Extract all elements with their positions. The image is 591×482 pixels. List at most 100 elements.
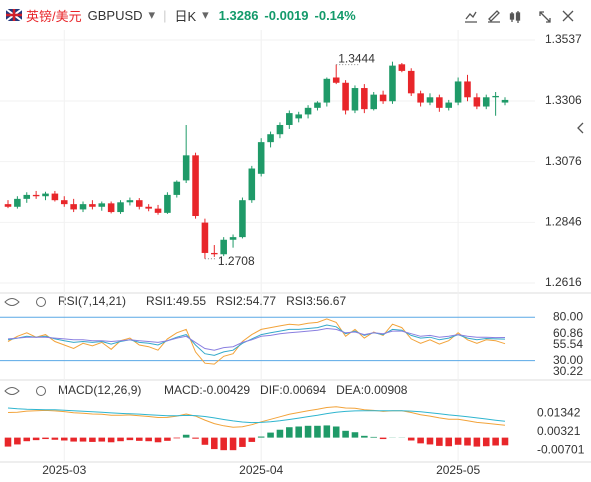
candle-body (145, 206, 152, 209)
macd-bar (192, 437, 199, 439)
candle-body (407, 70, 415, 94)
y-tick-label: 1.2846 (545, 215, 582, 229)
y-tick-label: 1.3537 (545, 32, 582, 46)
candle-body (173, 181, 181, 195)
macd-bar (436, 437, 443, 446)
y-tick-label: 1.2616 (545, 275, 582, 289)
candle-body (248, 168, 256, 201)
candle-body (220, 239, 227, 255)
y-tick-label: 0.01342 (537, 406, 581, 420)
candle-body (182, 155, 190, 181)
y-tick-label: 55.54 (553, 337, 583, 351)
candle-body (201, 222, 209, 253)
candle-body (89, 204, 96, 207)
macd-bar (267, 432, 274, 438)
macd-bar (473, 437, 481, 447)
fullscreen-button[interactable] (538, 10, 552, 24)
macd-bar (351, 432, 359, 438)
legend-label: RSI3:56.67 (286, 294, 346, 308)
candle-body (361, 88, 368, 110)
macd-bar (314, 425, 321, 438)
macd-bar (4, 437, 12, 447)
settings-icon[interactable] (36, 386, 46, 396)
candle-body (276, 124, 284, 135)
macd-bar (248, 437, 256, 442)
symbol-name[interactable]: 英镑/美元 (26, 8, 82, 24)
indicator-line (7, 324, 506, 356)
candle-body (342, 82, 349, 111)
candle-body (42, 193, 49, 197)
draw-button[interactable] (486, 10, 500, 24)
macd-bar (417, 437, 424, 444)
candle-body (454, 81, 462, 103)
candle-body (117, 202, 124, 213)
candle-body (23, 194, 31, 199)
indicator-line (7, 327, 506, 351)
candle-body (267, 134, 274, 143)
macd-bar (51, 437, 59, 440)
candle-style-button[interactable] (509, 10, 523, 24)
macd-bar (501, 437, 509, 446)
candle-body (107, 203, 115, 213)
indicator-line (7, 318, 506, 365)
candle-body (473, 97, 481, 107)
macd-bar (361, 435, 368, 438)
candle-body (314, 102, 321, 108)
change-pct: -0.14% (314, 7, 356, 23)
candle-body (417, 93, 424, 103)
macd-bar (323, 425, 331, 438)
macd-bar (445, 437, 453, 447)
macd-bar (70, 437, 77, 442)
candle-body (14, 198, 21, 207)
candle-body (398, 64, 406, 71)
candle-body (445, 102, 453, 108)
macd-bar (89, 437, 96, 442)
candle-body (164, 194, 171, 213)
candle-body (482, 97, 490, 107)
legend-label: RSI2:54.77 (216, 294, 276, 308)
dropdown-arrow[interactable]: ▾ (148, 7, 156, 22)
macd-bar (454, 437, 462, 445)
eye-icon[interactable] (4, 298, 20, 306)
candle-body (32, 194, 40, 197)
candle-body (229, 237, 237, 240)
candle-body (323, 78, 331, 103)
legend-label: DEA:0.00908 (336, 383, 408, 397)
toolbar (463, 10, 584, 134)
candle-body (211, 252, 218, 255)
candle-body (501, 99, 509, 103)
macd-bar (286, 427, 293, 438)
collapse-arrow[interactable] (577, 122, 584, 134)
candle-body (70, 204, 77, 210)
x-tick-label: 2025-03 (42, 463, 86, 477)
macd-bar (332, 426, 340, 438)
close-button[interactable] (561, 10, 575, 24)
macd-bar (145, 437, 152, 442)
candle-body (379, 94, 387, 102)
macd-bar (257, 436, 265, 438)
macd-bar (342, 430, 349, 438)
legend-label: DIF:0.00694 (260, 383, 326, 397)
macd-bar (107, 437, 115, 443)
macd-bar (79, 437, 87, 442)
dropdown-arrow[interactable]: ▾ (202, 7, 209, 22)
candle-body (239, 200, 246, 238)
price: 1.3286 (218, 7, 259, 23)
settings-icon[interactable] (36, 297, 46, 307)
symbol[interactable]: GBPUSD (87, 7, 143, 23)
macd-bar (482, 437, 490, 447)
candle-body (51, 193, 59, 201)
y-tick-label: -0.00701 (537, 442, 585, 456)
candle-body (351, 88, 359, 111)
macd-bar (229, 437, 237, 451)
candle-body (257, 142, 265, 174)
period[interactable]: 日K (174, 8, 197, 24)
x-tick-label: 2025-05 (436, 463, 480, 477)
macd-bar (492, 437, 499, 446)
candle-body (389, 65, 396, 102)
macd-bar (23, 437, 31, 442)
legend-label: RSI1:49.55 (146, 294, 206, 308)
indicator-button[interactable] (463, 10, 477, 24)
eye-icon[interactable] (4, 387, 20, 395)
y-tick-label: 1.3076 (545, 154, 582, 168)
